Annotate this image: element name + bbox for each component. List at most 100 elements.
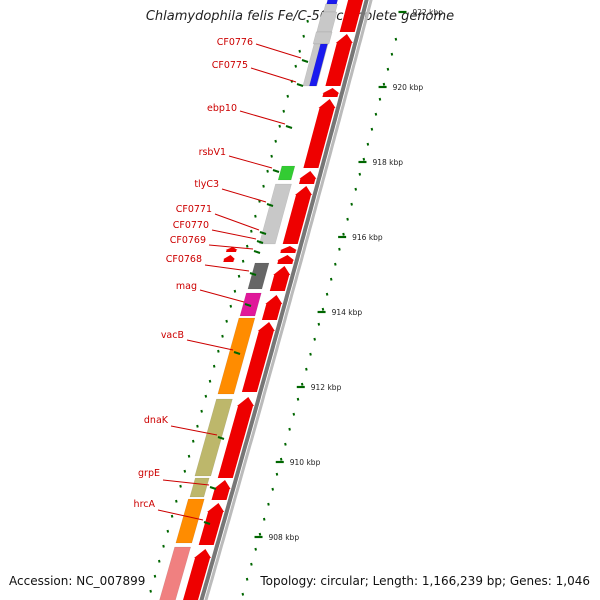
scale-label: 920 kbp [393,83,424,92]
scale-label: 922 kbp [412,8,443,17]
scale-label: 916 kbp [352,233,383,242]
backbone-group [199,0,373,600]
gene-label-group: CF0776 CF0775 ebp10 rsbV1 tlyC3 CF0771 CF0770 C… [134,37,253,510]
gene-label-hrca: hrcA [134,499,156,510]
gene-block [175,498,205,544]
scale-label: 918 kbp [372,158,403,167]
tick-dot [278,124,281,128]
label-tick [249,272,257,276]
gene-arrow-forward [241,322,275,392]
gene-arrow-forward [339,0,364,32]
gene-label-mag: mag [176,281,197,292]
scale-label: 914 kbp [332,308,363,317]
gene-label-ebp10: ebp10 [207,103,237,114]
gene-block [323,3,338,13]
label-tick [253,250,261,254]
scale-dot [275,472,279,476]
gene-arrow-forward [299,171,317,184]
tick-group: 922 kbp 920 kbp 918 kbp 916 kbp 914 kbp 912 k… [149,8,443,596]
tick-dot [166,529,170,533]
label-tick [203,521,211,525]
tick-dot [286,94,290,98]
tick-dot [204,394,208,398]
scale-dot [366,142,370,146]
scale-dot [358,172,362,176]
tick-dot [254,214,257,218]
scale-dot [338,247,341,251]
scale-dot [325,292,329,296]
gene-arrow-forward [269,266,291,291]
gene-block [326,0,338,5]
scale-dot [346,217,349,221]
label-tick [285,125,293,129]
tick-dot [241,259,245,263]
gene-arrow-forward [277,255,295,264]
gene-label-cf0776: CF0776 [217,37,253,48]
scale-dot [254,547,257,551]
tick-dot [191,439,195,443]
tick-dot [233,289,237,293]
scale-dot [350,202,353,206]
leader-line [199,289,245,303]
scale-dot [262,517,266,521]
label-tick [233,351,241,355]
gene-block [258,183,292,245]
tick-dot [217,349,220,353]
gene-arrow-forward [322,88,340,97]
leader-line [239,110,286,125]
scale-dot [386,67,390,71]
topology-text: Topology: circular; Length: 1,166,239 bp… [260,574,590,588]
gene-block [309,43,328,87]
tick-dot [196,424,199,428]
label-tick [266,203,274,207]
tick-dot [250,229,253,233]
gene-block [189,477,210,498]
tick-dot [245,244,249,248]
gene-block [312,31,333,45]
scale-dot [267,502,270,506]
tick-dot [175,499,178,503]
scale-dot [241,592,245,596]
scale-dot [374,112,378,116]
tick-dot [170,514,174,518]
leader-line [162,479,210,486]
gene-block [247,262,270,290]
tick-dot [179,484,182,488]
scale-dot [250,562,253,566]
scale-dot [362,157,366,161]
gene-label-rsbv1: rsbV1 [199,147,226,158]
gene-arrow-forward [261,295,283,320]
gene-arrow-forward [223,255,236,262]
gene-label-vacb: vacB [161,330,184,341]
gene-arrow-forward [211,480,231,500]
scale-dot [390,52,394,56]
leader-line [208,244,254,250]
tick-dot [149,589,152,593]
tick-dot [266,169,269,173]
scale-dot [284,442,287,446]
leader-line [221,188,267,203]
label-tick [272,169,280,173]
gene-label-cf0775: CF0775 [212,60,248,71]
leader-line [204,264,250,272]
leader-line [170,425,218,436]
gene-arrow-forward [325,34,353,86]
gene-block [239,292,262,317]
scale-dot [382,82,386,86]
tick-dot [157,559,161,563]
leader-line [186,339,234,351]
tick-dot [208,379,212,383]
gene-block [194,398,233,477]
gene-block [277,165,296,181]
label-tick [217,436,225,440]
scale-dot [309,352,312,356]
tick-dot [221,334,224,338]
tick-dot [294,64,298,68]
tick-dot [306,19,309,23]
tick-dot [298,49,301,53]
backbone-strip [199,0,369,600]
gene-arrow-forward [183,549,211,600]
label-tick [209,486,217,490]
tick-dot [237,274,241,278]
